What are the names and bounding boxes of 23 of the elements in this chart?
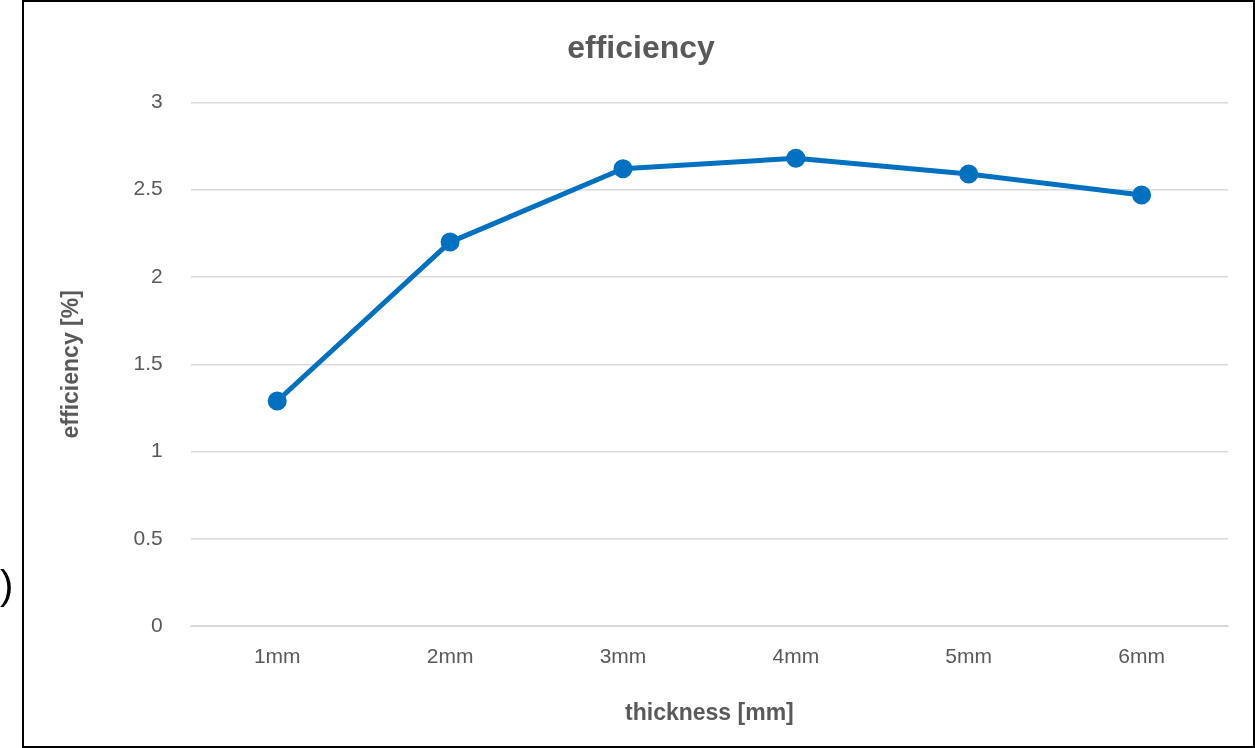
y-axis-title: efficiency [%]	[57, 290, 84, 439]
y-tick-label: 0.5	[133, 525, 163, 549]
point	[959, 164, 979, 184]
x-tick-label: 6mm	[1118, 643, 1165, 667]
y-tick-label: 2	[151, 263, 163, 287]
chart-title: efficiency	[567, 29, 716, 66]
point	[786, 148, 806, 168]
point	[613, 159, 633, 179]
x-tick-label: 1mm	[253, 643, 301, 667]
point	[267, 391, 287, 411]
x-axis-title: thickness [mm]	[625, 698, 794, 725]
y-tick-label: 2.5	[133, 176, 163, 200]
y-tick-label: 3	[151, 89, 163, 113]
x-tick-label: 5mm	[945, 643, 993, 667]
x-tick-label: 3mm	[599, 643, 647, 667]
text: )	[0, 562, 14, 609]
point	[1132, 185, 1152, 205]
x-tick-label: 2mm	[426, 643, 474, 667]
y-tick-label: 1	[151, 438, 163, 462]
point	[440, 232, 460, 252]
y-tick-label: 0	[151, 613, 163, 636]
y-tick-label: 1.5	[133, 351, 163, 375]
x-tick-label: 4mm	[772, 643, 820, 667]
